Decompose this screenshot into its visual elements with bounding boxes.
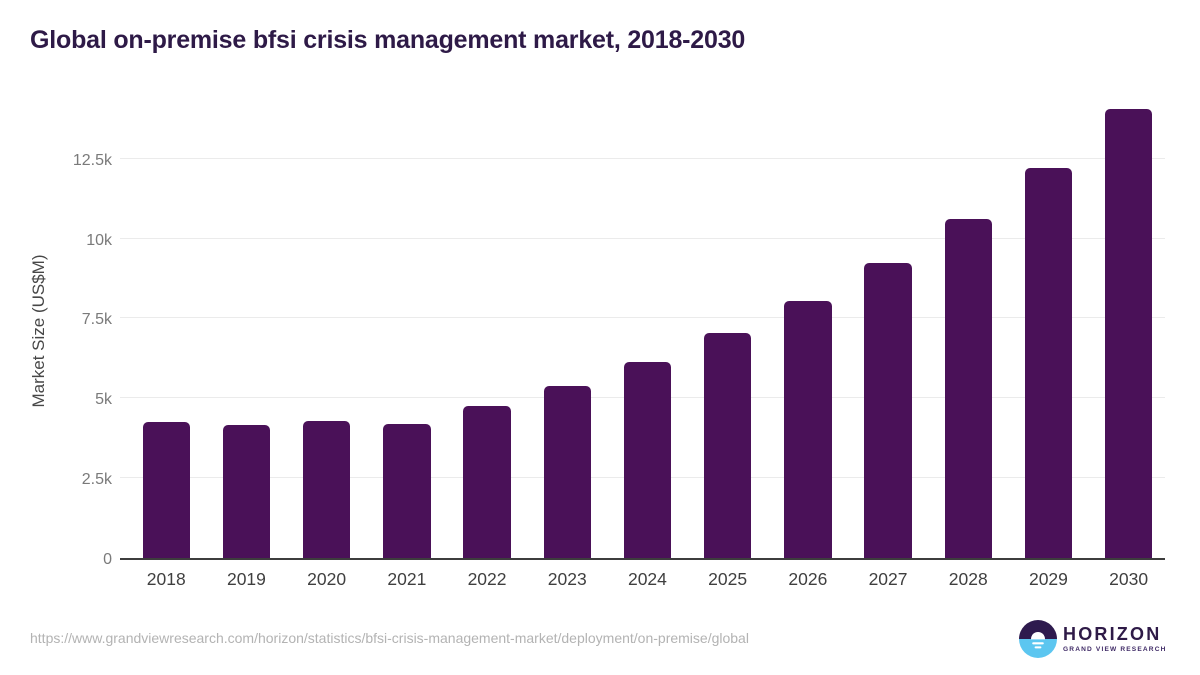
horizon-logo-icon xyxy=(1019,620,1057,658)
x-tick-label: 2019 xyxy=(226,569,266,589)
y-tick-label: 0 xyxy=(103,551,112,568)
x-tick-label: 2018 xyxy=(146,569,186,589)
y-tick-label: 12.5k xyxy=(72,151,112,169)
bar-2025 xyxy=(703,332,752,558)
y-axis-ticks: 0 2.5k 5k 7.5k 10k 12.5k xyxy=(0,100,112,568)
gridline xyxy=(120,157,1165,159)
x-tick-label: 2024 xyxy=(627,569,667,589)
y-tick-label: 10k xyxy=(86,231,112,249)
chart-title: Global on-premise bfsi crisis management… xyxy=(30,26,746,54)
bar-2027 xyxy=(864,262,912,558)
bar-2026 xyxy=(784,300,832,558)
gridline xyxy=(120,237,1165,239)
y-tick-label: 5k xyxy=(95,391,112,409)
x-tick-label: 2022 xyxy=(467,569,507,589)
x-tick-label: 2028 xyxy=(948,569,988,589)
logo-name: HORIZON xyxy=(1063,623,1162,644)
x-tick-label: 2026 xyxy=(788,569,828,589)
bar-2018 xyxy=(142,422,190,558)
x-tick-label: 2029 xyxy=(1028,569,1068,589)
bar-2019 xyxy=(222,425,271,558)
bar-2029 xyxy=(1024,168,1073,558)
bar-2028 xyxy=(944,219,992,558)
bar-2024 xyxy=(623,361,672,558)
x-tick-label: 2030 xyxy=(1109,569,1149,589)
source-url: https://www.grandviewresearch.com/horizo… xyxy=(30,630,749,646)
x-axis-ticks: 2018 2019 2020 2021 2022 2023 2024 2025 2026 2027… xyxy=(120,569,1165,599)
horizon-logo: HORIZON GRAND VIEW RESEARCH xyxy=(1019,620,1167,658)
bar-2020 xyxy=(302,420,351,558)
logo-subtitle: GRAND VIEW RESEARCH xyxy=(1063,646,1167,654)
plot-area xyxy=(120,100,1165,560)
horizon-logo-text: HORIZON GRAND VIEW RESEARCH xyxy=(1063,625,1167,654)
x-tick-label: 2021 xyxy=(387,569,427,589)
x-tick-label: 2023 xyxy=(547,569,587,589)
y-tick-label: 2.5k xyxy=(81,471,112,489)
x-tick-label: 2027 xyxy=(868,569,908,589)
bar-2023 xyxy=(543,385,591,558)
bar-2021 xyxy=(383,423,431,558)
y-tick-label: 7.5k xyxy=(81,311,112,329)
x-tick-label: 2025 xyxy=(708,569,748,589)
bar-2022 xyxy=(463,406,511,558)
gridline xyxy=(120,317,1165,319)
x-tick-label: 2020 xyxy=(307,569,347,589)
bar-2030 xyxy=(1104,109,1153,558)
